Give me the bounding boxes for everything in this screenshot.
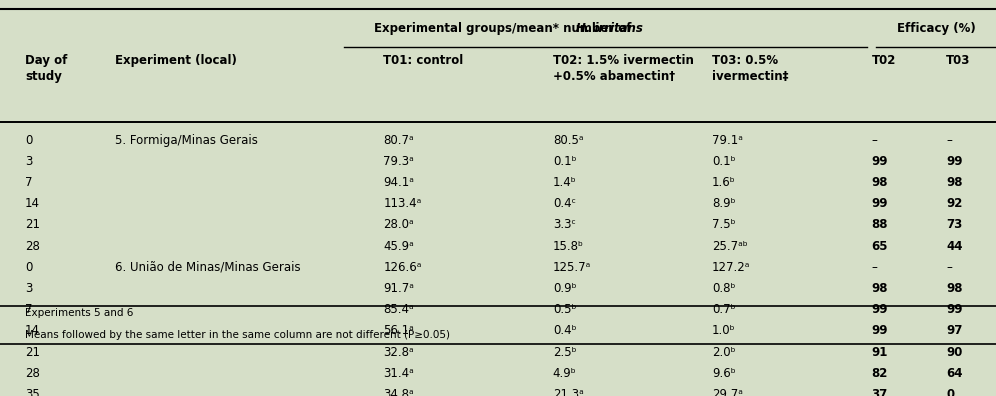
Text: 79.3ᵃ: 79.3ᵃ	[383, 155, 414, 168]
Text: 85.4ᵃ: 85.4ᵃ	[383, 303, 414, 316]
Text: 2.0ᵇ: 2.0ᵇ	[712, 346, 736, 359]
Text: 125.7ᵃ: 125.7ᵃ	[553, 261, 591, 274]
Text: 99: 99	[872, 324, 888, 337]
Text: 45.9ᵃ: 45.9ᵃ	[383, 240, 414, 253]
Text: 91.7ᵃ: 91.7ᵃ	[383, 282, 414, 295]
Text: 0.5ᵇ: 0.5ᵇ	[553, 303, 577, 316]
Text: 113.4ᵃ: 113.4ᵃ	[383, 197, 421, 210]
Text: 92: 92	[946, 197, 962, 210]
Text: 99: 99	[946, 155, 963, 168]
Text: T02: 1.5% ivermectin
+0.5% abamectin†: T02: 1.5% ivermectin +0.5% abamectin†	[553, 54, 693, 83]
Text: 98: 98	[872, 282, 888, 295]
Text: 14: 14	[25, 324, 40, 337]
Text: 126.6ᵃ: 126.6ᵃ	[383, 261, 422, 274]
Text: 65: 65	[872, 240, 888, 253]
Text: 3: 3	[25, 155, 32, 168]
Text: 29.7ᵃ: 29.7ᵃ	[712, 388, 743, 396]
Text: 3: 3	[25, 282, 32, 295]
Text: Means followed by the same letter in the same column are not different (P≥0.05): Means followed by the same letter in the…	[25, 330, 450, 340]
Text: 7.5ᵇ: 7.5ᵇ	[712, 219, 736, 232]
Text: T03: T03	[946, 54, 970, 67]
Text: 2.5ᵇ: 2.5ᵇ	[553, 346, 577, 359]
Text: 5. Formiga/Minas Gerais: 5. Formiga/Minas Gerais	[115, 134, 257, 147]
Text: 90: 90	[946, 346, 962, 359]
Text: –: –	[872, 261, 877, 274]
Text: 34.8ᵃ: 34.8ᵃ	[383, 388, 414, 396]
Text: 97: 97	[946, 324, 962, 337]
Text: –: –	[872, 134, 877, 147]
Text: 80.7ᵃ: 80.7ᵃ	[383, 134, 414, 147]
Text: 25.7ᵃᵇ: 25.7ᵃᵇ	[712, 240, 748, 253]
Text: 0.1ᵇ: 0.1ᵇ	[553, 155, 577, 168]
Text: 3.3ᶜ: 3.3ᶜ	[553, 219, 576, 232]
Text: 99: 99	[872, 303, 888, 316]
Text: 14: 14	[25, 197, 40, 210]
Text: 28: 28	[25, 240, 40, 253]
Text: –: –	[946, 134, 952, 147]
Text: 31.4ᵃ: 31.4ᵃ	[383, 367, 414, 380]
Text: 99: 99	[872, 197, 888, 210]
Text: 7: 7	[25, 303, 33, 316]
Text: 0.7ᵇ: 0.7ᵇ	[712, 303, 736, 316]
Text: 44: 44	[946, 240, 963, 253]
Text: 6. União de Minas/Minas Gerais: 6. União de Minas/Minas Gerais	[115, 261, 300, 274]
Text: 99: 99	[872, 155, 888, 168]
Text: Experiments 5 and 6: Experiments 5 and 6	[25, 308, 133, 318]
Text: 88: 88	[872, 219, 888, 232]
Text: 98: 98	[946, 176, 963, 189]
Text: 73: 73	[946, 219, 962, 232]
Text: 28: 28	[25, 367, 40, 380]
Text: 0.8ᵇ: 0.8ᵇ	[712, 282, 736, 295]
Text: 0: 0	[946, 388, 954, 396]
Text: 4.9ᵇ: 4.9ᵇ	[553, 367, 577, 380]
Text: 91: 91	[872, 346, 887, 359]
Text: 21: 21	[25, 346, 40, 359]
Text: 99: 99	[946, 303, 963, 316]
Text: 15.8ᵇ: 15.8ᵇ	[553, 240, 584, 253]
Text: 0.1ᵇ: 0.1ᵇ	[712, 155, 736, 168]
Text: 7: 7	[25, 176, 33, 189]
Text: 1.6ᵇ: 1.6ᵇ	[712, 176, 736, 189]
Text: 56.1ᵃ: 56.1ᵃ	[383, 324, 414, 337]
Text: 28.0ᵃ: 28.0ᵃ	[383, 219, 414, 232]
Text: T02: T02	[872, 54, 895, 67]
Text: 37: 37	[872, 388, 887, 396]
Text: –: –	[946, 261, 952, 274]
Text: 98: 98	[872, 176, 888, 189]
Text: 80.5ᵃ: 80.5ᵃ	[553, 134, 584, 147]
Text: 0.4ᵇ: 0.4ᵇ	[553, 324, 577, 337]
Text: Efficacy (%): Efficacy (%)	[896, 22, 976, 35]
Text: 1.4ᵇ: 1.4ᵇ	[553, 176, 577, 189]
Text: Experiment (local): Experiment (local)	[115, 54, 236, 67]
Text: 0: 0	[25, 134, 32, 147]
Text: 0.4ᶜ: 0.4ᶜ	[553, 197, 576, 210]
Text: 21.3ᵃ: 21.3ᵃ	[553, 388, 584, 396]
Text: 0: 0	[25, 261, 32, 274]
Text: 1.0ᵇ: 1.0ᵇ	[712, 324, 736, 337]
Text: 35: 35	[25, 388, 40, 396]
Text: H. irritans: H. irritans	[576, 22, 643, 35]
Text: T03: 0.5%
ivermectin‡: T03: 0.5% ivermectin‡	[712, 54, 789, 83]
Text: Day of
study: Day of study	[25, 54, 68, 83]
Text: 82: 82	[872, 367, 887, 380]
Text: 79.1ᵃ: 79.1ᵃ	[712, 134, 743, 147]
Text: 98: 98	[946, 282, 963, 295]
Text: Experimental groups/mean* number of: Experimental groups/mean* number of	[374, 22, 635, 35]
Text: 94.1ᵃ: 94.1ᵃ	[383, 176, 414, 189]
Text: 0.9ᵇ: 0.9ᵇ	[553, 282, 577, 295]
Text: 127.2ᵃ: 127.2ᵃ	[712, 261, 751, 274]
Text: 32.8ᵃ: 32.8ᵃ	[383, 346, 414, 359]
Text: 64: 64	[946, 367, 963, 380]
Text: 9.6ᵇ: 9.6ᵇ	[712, 367, 736, 380]
Text: T01: control: T01: control	[383, 54, 464, 67]
Text: 8.9ᵇ: 8.9ᵇ	[712, 197, 736, 210]
Text: 21: 21	[25, 219, 40, 232]
